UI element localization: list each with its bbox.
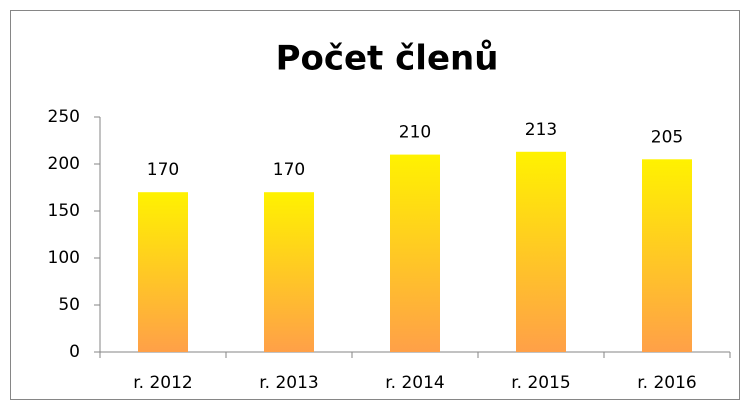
y-tick-label: 0	[69, 342, 80, 362]
data-label: 213	[525, 120, 557, 140]
x-tick-label: r. 2012	[133, 373, 193, 393]
bar	[516, 151, 566, 352]
y-tick-label: 250	[48, 107, 80, 127]
data-label: 210	[399, 123, 431, 143]
data-label: 170	[273, 160, 305, 180]
data-label: 205	[651, 127, 683, 147]
chart-title: Počet členů	[276, 39, 499, 79]
data-label: 170	[147, 160, 179, 180]
x-tick-label: r. 2016	[637, 373, 697, 393]
y-tick-label: 50	[58, 295, 80, 315]
x-tick-label: r. 2014	[385, 373, 445, 393]
y-tick-label: 100	[48, 248, 80, 268]
bar	[138, 192, 188, 352]
x-tick-label: r. 2015	[511, 373, 571, 393]
y-tick-label: 150	[48, 201, 80, 221]
bar	[390, 154, 440, 352]
bar	[642, 159, 692, 352]
chart-border	[10, 10, 740, 400]
x-tick-label: r. 2013	[259, 373, 319, 393]
y-tick-label: 200	[48, 154, 80, 174]
bar	[264, 192, 314, 352]
